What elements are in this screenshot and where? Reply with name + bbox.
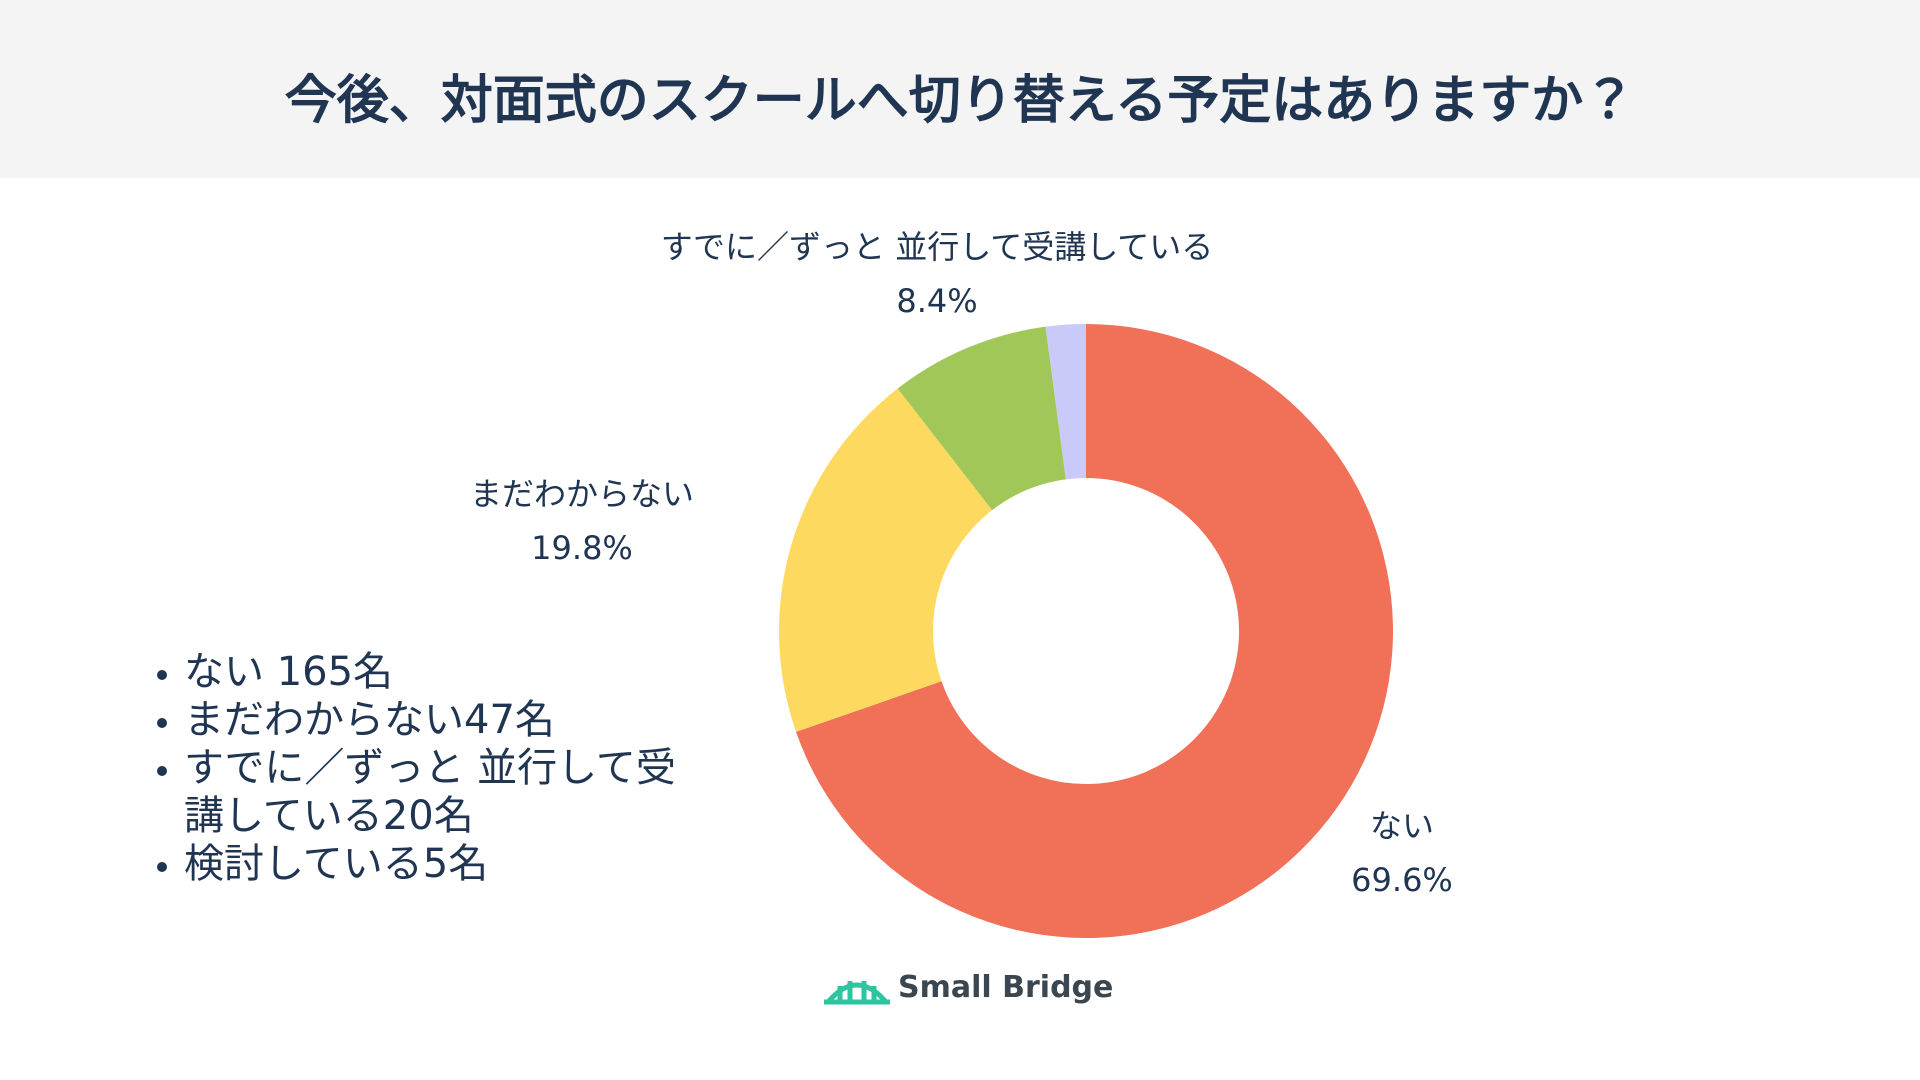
- slice-label: すでに／ずっと 並行して受講している: [661, 228, 1214, 266]
- chart-title: 今後、対面式のスクールへ切り替える予定はありますか？: [284, 71, 1636, 131]
- note-item: まだわからない47名: [184, 696, 684, 744]
- note-item: すでに／ずっと 並行して受講している20名: [184, 744, 684, 840]
- note-item: 検討している5名: [184, 840, 684, 888]
- slice: [796, 324, 1393, 938]
- slice: [1045, 324, 1086, 480]
- slice-label: ない: [1370, 807, 1434, 845]
- value-label: 19.8%: [531, 529, 633, 567]
- header: [0, 0, 1920, 178]
- value-label: 8.4%: [896, 282, 977, 320]
- notes-list: ない 165名まだわからない47名すでに／ずっと 並行して受講している20名検討…: [140, 648, 684, 888]
- slice-label: まだわからない: [470, 475, 694, 513]
- note-item: ない 165名: [184, 648, 684, 696]
- slice: [779, 388, 993, 732]
- logo-icon: [824, 981, 890, 1005]
- slice: [897, 326, 1066, 511]
- value-label: 69.6%: [1351, 861, 1453, 899]
- logo-text: Small Bridge: [898, 970, 1114, 1005]
